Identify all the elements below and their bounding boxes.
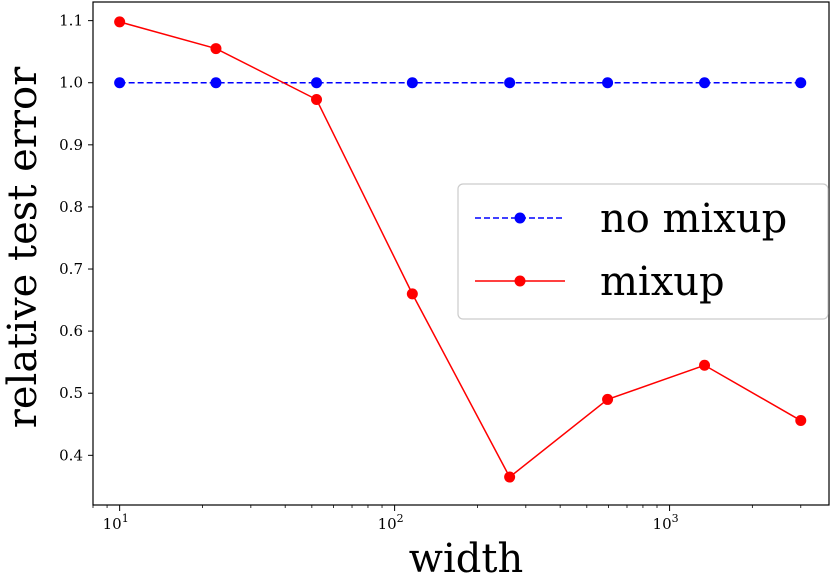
y-tick-label: 0.5 [59, 384, 83, 402]
data-point-mixup [795, 415, 807, 427]
series-line-mixup [119, 21, 802, 479]
data-point-no-mixup [311, 77, 323, 89]
y-tick-label: 0.4 [59, 446, 83, 464]
data-point-no-mixup [602, 77, 614, 89]
x-tick-label: 103 [653, 512, 679, 533]
data-point-mixup [699, 359, 711, 371]
x-tick-label: 101 [103, 512, 129, 533]
y-tick-label: 0.6 [59, 322, 83, 340]
data-point-mixup [602, 393, 614, 405]
data-point-no-mixup [406, 77, 418, 89]
data-point-no-mixup [504, 77, 516, 89]
legend-label-no-mixup: no mixup [600, 196, 787, 242]
data-point-no-mixup [210, 77, 222, 89]
data-point-mixup [311, 93, 323, 105]
legend: no mixup mixup [457, 183, 829, 320]
data-point-mixup [210, 43, 222, 55]
plot-frame [92, 1, 830, 506]
x-axis-label: width [409, 536, 523, 581]
legend-marker-no-mixup [514, 212, 526, 224]
legend-label-mixup: mixup [600, 259, 725, 305]
y-tick-label: 1.1 [59, 12, 83, 30]
series-layer [114, 16, 807, 483]
data-point-no-mixup [795, 77, 807, 89]
y-tick-label: 0.7 [59, 260, 83, 278]
legend-marker-mixup [514, 275, 526, 287]
y-tick-label: 0.9 [59, 136, 83, 154]
data-point-mixup [406, 288, 418, 300]
data-point-no-mixup [699, 77, 711, 89]
axes-ticks: 0.4 0.5 0.6 0.7 0.8 0.9 1.0 1.1 101 102 103 [59, 12, 802, 533]
y-tick-label: 0.8 [59, 198, 83, 216]
x-tick-label: 102 [378, 512, 404, 533]
data-point-mixup [504, 471, 516, 483]
y-axis-label: relative test error [0, 66, 46, 428]
data-point-no-mixup [114, 77, 126, 89]
data-point-mixup [114, 16, 126, 28]
y-tick-label: 1.0 [59, 74, 83, 92]
